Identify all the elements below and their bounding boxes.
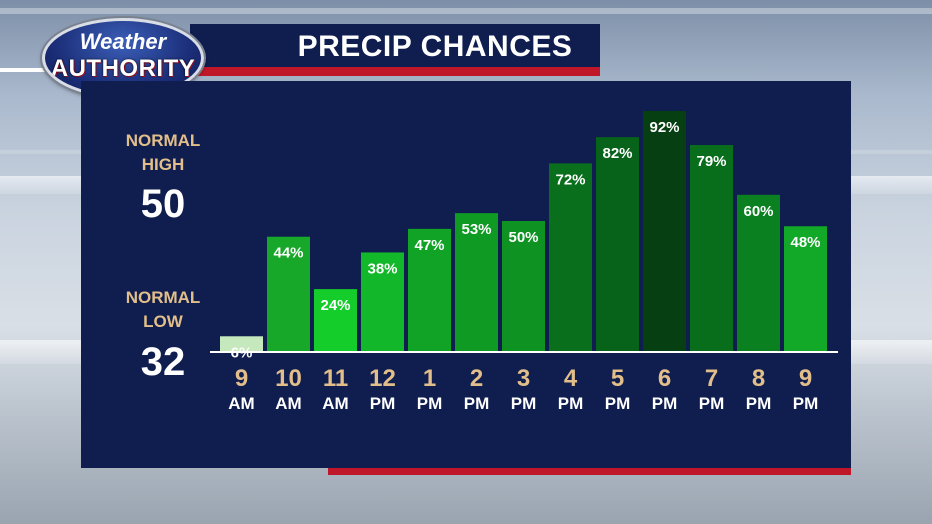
normal-high-label: NORMAL HIGH xyxy=(103,129,223,177)
bar-5 xyxy=(455,213,498,352)
x-tick-period-3: PM xyxy=(370,394,396,413)
bar-value-label-8: 82% xyxy=(602,145,632,162)
bar-value-label-4: 47% xyxy=(414,237,444,254)
x-tick-hour-7: 4 xyxy=(564,365,578,392)
bar-1 xyxy=(267,236,310,352)
bar-value-label-9: 92% xyxy=(649,119,679,136)
bar-2 xyxy=(314,289,357,352)
x-tick-hour-2: 11 xyxy=(323,365,348,392)
x-tick-period-5: PM xyxy=(464,394,490,413)
bar-4 xyxy=(408,228,451,352)
x-tick-period-8: PM xyxy=(605,394,631,413)
logo-line1: Weather xyxy=(79,29,167,54)
bar-12 xyxy=(784,226,827,352)
bar-3 xyxy=(361,252,404,352)
bar-value-label-0: 6% xyxy=(231,344,253,361)
x-tick-hour-5: 2 xyxy=(470,365,483,392)
x-tick-period-11: PM xyxy=(746,394,772,413)
x-tick-period-10: PM xyxy=(699,394,725,413)
x-tick-period-7: PM xyxy=(558,394,584,413)
title-bar: PRECIP CHANCES xyxy=(190,24,600,76)
normal-high-label-line2: HIGH xyxy=(141,155,185,174)
footer-red-stripe xyxy=(328,468,851,475)
normal-high-label-line1: NORMAL xyxy=(125,131,201,150)
bar-0 xyxy=(220,336,263,352)
normal-low-value: 32 xyxy=(140,340,186,384)
bar-9 xyxy=(643,110,686,353)
bar-value-label-5: 53% xyxy=(461,221,491,238)
bar-value-label-6: 50% xyxy=(508,229,538,246)
x-tick-hour-4: 1 xyxy=(423,365,436,392)
x-tick-hour-6: 3 xyxy=(517,365,530,392)
x-tick-hour-1: 10 xyxy=(275,365,302,392)
x-tick-hour-8: 5 xyxy=(611,365,624,392)
normal-low-label-line1: NORMAL xyxy=(125,288,201,307)
x-tick-hour-10: 7 xyxy=(705,365,718,392)
page-title: PRECIP CHANCES xyxy=(297,30,573,63)
x-tick-period-2: AM xyxy=(322,394,348,413)
x-tick-hour-9: 6 xyxy=(658,365,671,392)
bar-6 xyxy=(502,221,545,352)
x-tick-period-6: PM xyxy=(511,394,537,413)
logo-line2: AUTHORITY xyxy=(50,55,196,82)
bar-8 xyxy=(596,137,639,352)
x-tick-hour-11: 8 xyxy=(752,365,765,392)
bar-10 xyxy=(690,145,733,352)
bar-value-label-7: 72% xyxy=(555,171,585,188)
bar-value-label-1: 44% xyxy=(273,245,303,262)
bar-value-label-3: 38% xyxy=(367,260,397,277)
x-tick-hour-3: 12 xyxy=(369,365,396,392)
sky-streak xyxy=(0,8,932,14)
x-tick-period-0: AM xyxy=(228,394,254,413)
normal-low-label: NORMAL LOW xyxy=(103,286,223,334)
bar-value-label-11: 60% xyxy=(743,203,773,220)
bar-value-label-2: 24% xyxy=(320,297,350,314)
normal-high-value: 50 xyxy=(140,182,186,226)
x-tick-period-4: PM xyxy=(417,394,443,413)
x-tick-period-1: AM xyxy=(275,394,301,413)
normal-low-label-line2: LOW xyxy=(143,312,183,331)
bar-value-label-10: 79% xyxy=(696,153,726,170)
x-tick-hour-12: 9 xyxy=(799,365,812,392)
x-tick-hour-0: 9 xyxy=(235,365,248,392)
bar-11 xyxy=(737,194,780,352)
bar-7 xyxy=(549,163,592,352)
x-tick-period-9: PM xyxy=(652,394,678,413)
x-tick-period-12: PM xyxy=(793,394,819,413)
bar-value-label-12: 48% xyxy=(790,234,820,251)
